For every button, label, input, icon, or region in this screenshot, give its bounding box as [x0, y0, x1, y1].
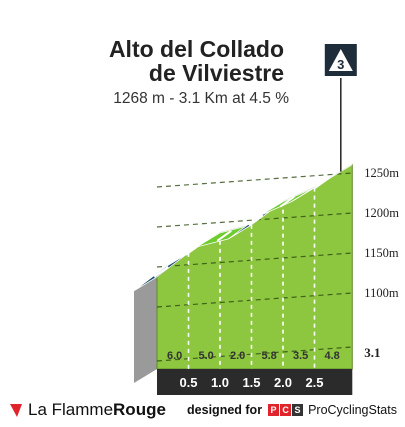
profile-side-wall [134, 276, 157, 383]
pcs-logo-s: S [292, 404, 304, 416]
distance-end-label: 3.1 [364, 345, 380, 360]
road-centre-mark [153, 266, 169, 278]
category-triangle-icon [328, 49, 353, 71]
elevation-tick-label: 1250m [364, 166, 399, 180]
elevation-tick-label: 1200m [364, 206, 399, 220]
elevation-gridline [156, 172, 353, 188]
laflammerouge-logo: La Flamme Rouge [8, 400, 166, 420]
km-tick-label: 1.0 [211, 375, 229, 390]
gradient-label: 5.8 [262, 350, 277, 362]
profile-base-strip [157, 369, 353, 395]
climb-title-line1: Alto del Collado [108, 36, 284, 62]
brand-part2: Rouge [113, 400, 166, 419]
profile-face [156, 163, 353, 370]
elevation-gridline [156, 212, 353, 228]
gradient-label: 2.0 [230, 350, 245, 362]
road-centre-mark [279, 195, 295, 208]
climb-profile-chart: 6.0 5.0 2.0 5.8 3.5 4.8 0.5 1.0 1.5 2.0 2.5 3.1 1100… [133, 44, 399, 395]
elevation-gridline [156, 292, 353, 308]
road-centre-mark [248, 214, 264, 227]
km-tick-label: 2.0 [274, 375, 292, 390]
gradient-label: 5.0 [199, 350, 214, 362]
pcs-logo-p: P [268, 404, 280, 416]
elevation-tick-label: 1100m [364, 286, 399, 300]
km-tick-label: 0.5 [179, 375, 197, 390]
brand-part1: La Flamme [28, 400, 114, 419]
pcs-logo-c: C [280, 404, 292, 416]
gradient-label: 3.5 [293, 350, 308, 362]
km-tick-label: 2.5 [305, 375, 323, 390]
category-number: 3 [337, 57, 344, 72]
pcs-name: ProCyclingStats [308, 403, 397, 417]
elevation-tick-label: 1150m [364, 246, 399, 260]
elevation-gridline [156, 346, 353, 362]
designed-for-label: designed for [187, 403, 263, 417]
gradient-label: 6.0 [167, 350, 182, 362]
road-centre-mark [314, 177, 330, 189]
climb-title-line2: de Vilviestre [148, 60, 284, 86]
road-centre-mark [216, 230, 232, 242]
flame-icon [10, 404, 22, 417]
climb-subtitle: 1268 m - 3.1 Km at 4.5 % [113, 90, 289, 107]
km-tick-label: 1.5 [242, 375, 260, 390]
elevation-gridline [156, 252, 353, 268]
gradient-label: 4.8 [325, 350, 340, 362]
